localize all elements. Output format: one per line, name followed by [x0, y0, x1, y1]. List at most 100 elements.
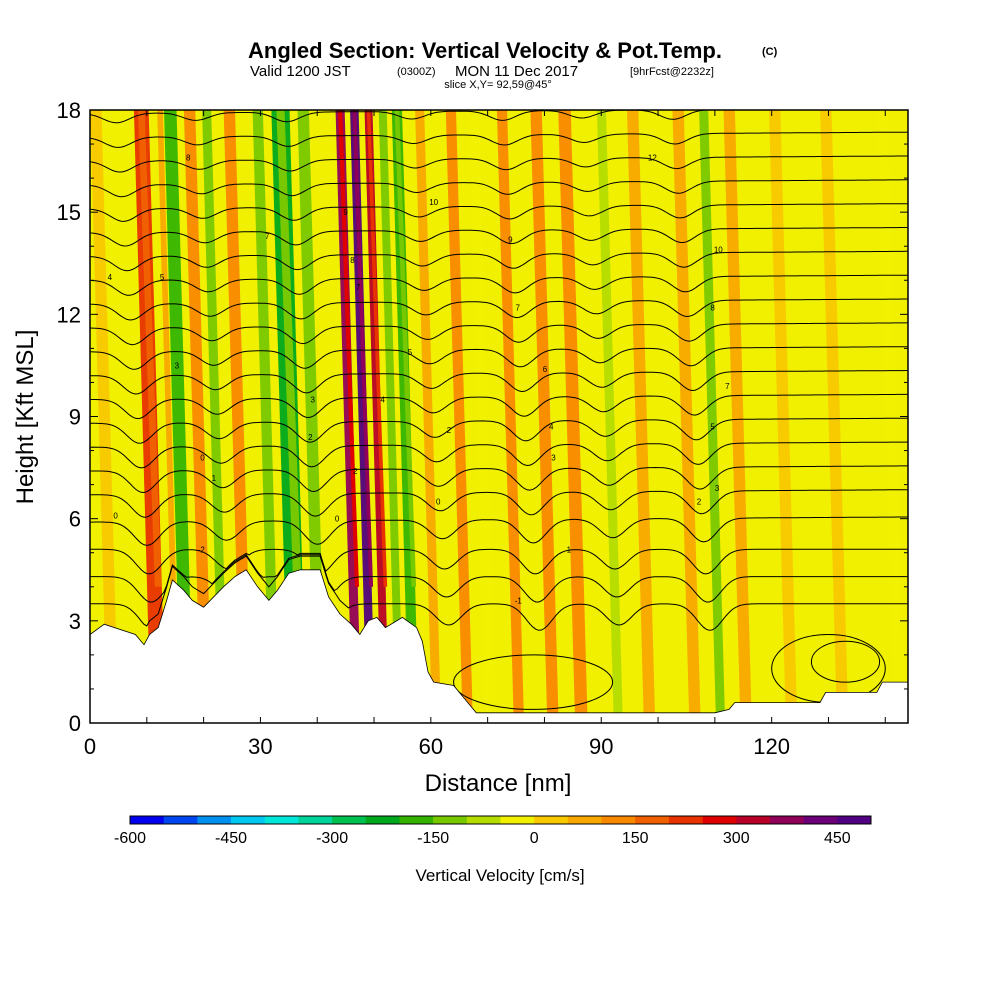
contour-label: 10: [429, 198, 438, 207]
colorbar-tick-label: 150: [622, 830, 649, 847]
isentrope-line: [90, 203, 908, 222]
contour-label: 3: [715, 484, 720, 493]
y-tick-label: 12: [57, 302, 81, 327]
contour-label: 5: [710, 423, 715, 432]
colorbar-swatch: [837, 816, 872, 824]
colorbar-swatch: [298, 816, 333, 824]
velocity-band: [202, 110, 229, 723]
x-tick-label: 90: [589, 734, 613, 759]
velocity-band: [723, 110, 752, 723]
x-tick-label: 120: [753, 734, 790, 759]
isentrope-line: [90, 274, 908, 296]
isentrope-line: [90, 465, 908, 494]
isentrope-line: [90, 131, 908, 148]
x-tick-label: 30: [248, 734, 272, 759]
velocity-band: [876, 110, 906, 723]
contour-label: 4: [380, 395, 385, 404]
colorbar-swatch: [433, 816, 468, 824]
colorbar-swatch: [601, 816, 636, 824]
velocity-shading: [90, 110, 906, 723]
contour-label: 12: [648, 154, 657, 163]
isentrope-line: [90, 516, 908, 546]
valid-time-date: MON 11 Dec 2017: [455, 63, 578, 80]
velocity-band: [90, 110, 119, 723]
contour-label: 5: [408, 348, 413, 357]
contour-label: 2: [697, 498, 702, 507]
velocity-band: [157, 110, 180, 723]
contour-label: -2: [198, 545, 206, 554]
isentrope-loop: [810, 640, 881, 683]
contour-label: 4: [549, 423, 554, 432]
x-tick-label: 60: [419, 734, 443, 759]
isentrope-line: [90, 110, 724, 124]
colorbar-swatch: [130, 816, 164, 824]
isentrope-line: [90, 441, 908, 469]
contour-label: 0: [436, 498, 441, 507]
y-tick-label: 9: [69, 405, 81, 430]
colorbar-swatch: [264, 816, 299, 824]
velocity-band: [415, 110, 442, 723]
colorbar-swatch: [803, 816, 838, 824]
valid-time-zulu: (0300Z): [397, 66, 436, 78]
colorbar-swatch: [399, 816, 434, 824]
contour-label: 8: [186, 154, 191, 163]
colorbar-swatch: [702, 816, 737, 824]
colorbar-swatch: [500, 816, 535, 824]
contour-label: 3: [551, 453, 556, 462]
contour-label: 4: [108, 273, 113, 282]
chart-title: Angled Section: Vertical Velocity & Pot.…: [248, 38, 722, 63]
velocity-band: [445, 110, 473, 723]
velocity-band: [252, 110, 280, 723]
isentrope-line: [90, 227, 908, 247]
velocity-band: [164, 110, 194, 723]
isentrope-line: [90, 548, 908, 575]
y-tick-label: 0: [69, 711, 81, 736]
colorbar-swatch: [163, 816, 198, 824]
isentrope-line: [90, 179, 908, 198]
terrain-mask: [90, 569, 908, 723]
velocity-band-core: [352, 110, 374, 587]
colorbar-swatch: [534, 816, 569, 824]
contour-label: 9: [343, 208, 348, 217]
y-tick-label: 15: [57, 200, 81, 225]
colorbar-label: Vertical Velocity [cm/s]: [415, 866, 584, 885]
isentrope-line: [90, 370, 908, 395]
colorbar: -600 -450 -300 -150 0 150 300 450: [114, 815, 872, 847]
isentrope-line: [90, 250, 908, 272]
colorbar-tick-label: 300: [723, 830, 750, 847]
colorbar-frame: [129, 815, 872, 825]
plot-area: 4 5 8 3 0 1 -2 7 3 2 0 9 8 7 2 4 5 2 0 10 9 7 6 4 3 1 -1 12 10 8 7 5 3 2 0: [90, 110, 908, 723]
velocity-band-core: [137, 110, 162, 587]
velocity-band: [183, 110, 213, 723]
contour-label: 5: [160, 273, 165, 282]
colorbar-swatch: [769, 816, 804, 824]
colorbar-swatch: [635, 816, 670, 824]
velocity-band: [223, 110, 252, 723]
velocity-band: [467, 110, 497, 723]
slice-info: slice X,Y= 92,59@45°: [444, 79, 552, 91]
isentrope-line: [90, 393, 908, 420]
colorbar-swatch: [231, 816, 266, 824]
isentrope-line: [90, 489, 908, 518]
contour-label: 10: [714, 246, 723, 255]
contour-label: 0: [335, 515, 340, 524]
velocity-band: [558, 110, 588, 723]
colorbar-tick-label: -300: [316, 830, 348, 847]
colorbar-tick-label: -450: [215, 830, 247, 847]
y-tick-label: 18: [57, 98, 81, 123]
velocity-band: [530, 110, 559, 723]
x-axis-label: Distance [nm]: [425, 770, 572, 797]
velocity-band-core: [366, 110, 388, 587]
contour-label: 3: [310, 395, 315, 404]
colorbar-swatch: [332, 816, 367, 824]
isentrope-loop: [453, 654, 614, 710]
velocity-band: [378, 110, 404, 723]
y-tick-label: 6: [69, 507, 81, 532]
contour-label: 2: [353, 467, 358, 476]
y-tick-label: 3: [69, 609, 81, 634]
isentrope-line: [90, 555, 908, 631]
velocity-band: [672, 110, 701, 723]
contour-label: 6: [543, 365, 548, 374]
velocity-band-core: [338, 110, 360, 587]
